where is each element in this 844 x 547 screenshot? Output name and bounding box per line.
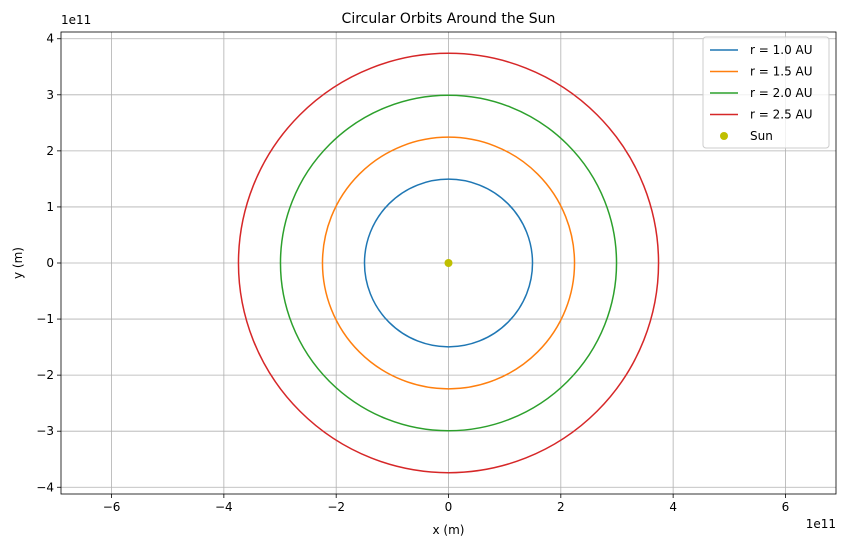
x-tick-label: 4 <box>669 500 677 514</box>
y-tick-label: −4 <box>36 480 54 494</box>
legend-marker <box>720 132 728 140</box>
x-tick-label: −2 <box>327 500 345 514</box>
y-tick-label: 1 <box>46 200 54 214</box>
x-offset-label: 1e11 <box>806 517 836 531</box>
orbit-line <box>321 136 576 390</box>
y-tick-label: −2 <box>36 368 54 382</box>
chart-title: Circular Orbits Around the Sun <box>342 11 556 27</box>
y-tick-label: 2 <box>46 144 54 158</box>
y-tick-label: −3 <box>36 424 54 438</box>
y-tick-label: −1 <box>36 312 54 326</box>
orbit-line <box>279 94 618 432</box>
x-tick-label: −4 <box>215 500 233 514</box>
tick-marks: −6 −4 −2 0 2 4 6 −4 −3 −2 −1 0 1 2 3 4 <box>36 32 789 514</box>
x-tick-label: 2 <box>557 500 565 514</box>
orbit-line <box>363 178 534 348</box>
y-tick-label: 4 <box>46 32 54 46</box>
orbit-line <box>237 52 660 474</box>
legend-label: r = 1.0 AU <box>750 43 813 57</box>
legend-label: Sun <box>750 129 773 143</box>
legend-label: r = 1.5 AU <box>750 65 813 79</box>
plot-area <box>237 52 660 474</box>
legend: r = 1.0 AU r = 1.5 AU r = 2.0 AU r = 2.5 AU… <box>702 36 830 149</box>
y-axis-label: y (m) <box>11 247 25 279</box>
x-tick-label: 6 <box>782 500 790 514</box>
y-tick-label: 3 <box>46 88 54 102</box>
sun-marker <box>444 259 453 267</box>
y-offset-label: 1e11 <box>61 13 91 27</box>
legend-label: r = 2.0 AU <box>750 86 813 100</box>
y-tick-label: 0 <box>46 256 54 270</box>
x-axis-label: x (m) <box>433 523 465 537</box>
legend-label: r = 2.5 AU <box>750 108 813 122</box>
legend-box <box>702 36 830 149</box>
x-tick-label: 0 <box>445 500 453 514</box>
x-tick-label: −6 <box>103 500 121 514</box>
